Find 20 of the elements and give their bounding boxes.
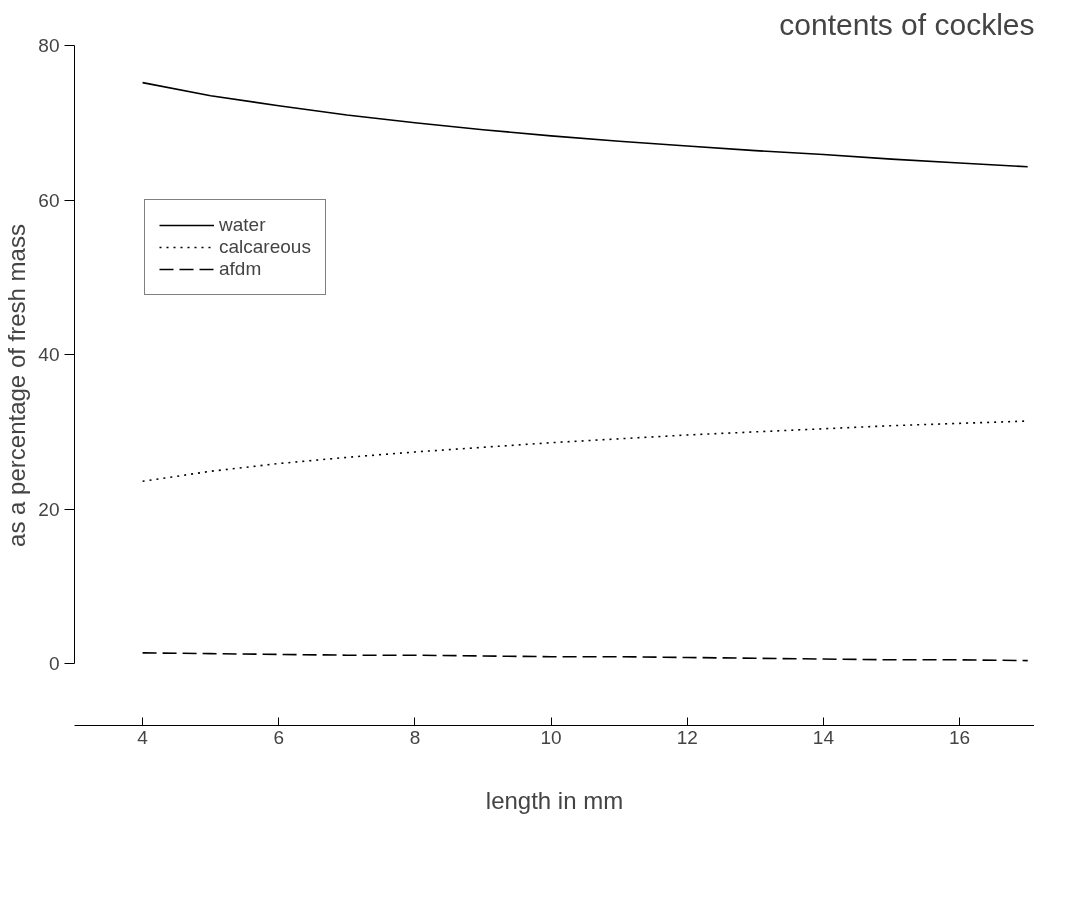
legend-label: afdm: [219, 258, 262, 280]
chart-title: contents of cockles: [779, 7, 1035, 41]
line-series: [141, 652, 1029, 662]
x-axis-title: length in mm: [485, 786, 624, 814]
x-tick-label: 8: [409, 726, 421, 748]
y-tick-label: 20: [38, 498, 60, 520]
x-tick-label: 6: [273, 726, 285, 748]
legend-label: calcareous: [219, 236, 311, 258]
x-tick-label: 12: [676, 726, 698, 748]
x-tick-label: 16: [949, 726, 971, 748]
x-tick-label: 14: [812, 726, 835, 748]
y-tick-label: 40: [38, 344, 60, 366]
y-tick-label: 80: [38, 35, 60, 56]
y-tick-label: 60: [38, 189, 60, 211]
y-axis-title: as a percentage of fresh mass: [3, 224, 31, 547]
legend-label: water: [219, 214, 266, 236]
y-tick-label: 0: [48, 653, 60, 675]
line-series: [141, 81, 1029, 168]
x-tick-label: 10: [540, 726, 562, 748]
x-tick-label: 4: [137, 726, 149, 748]
